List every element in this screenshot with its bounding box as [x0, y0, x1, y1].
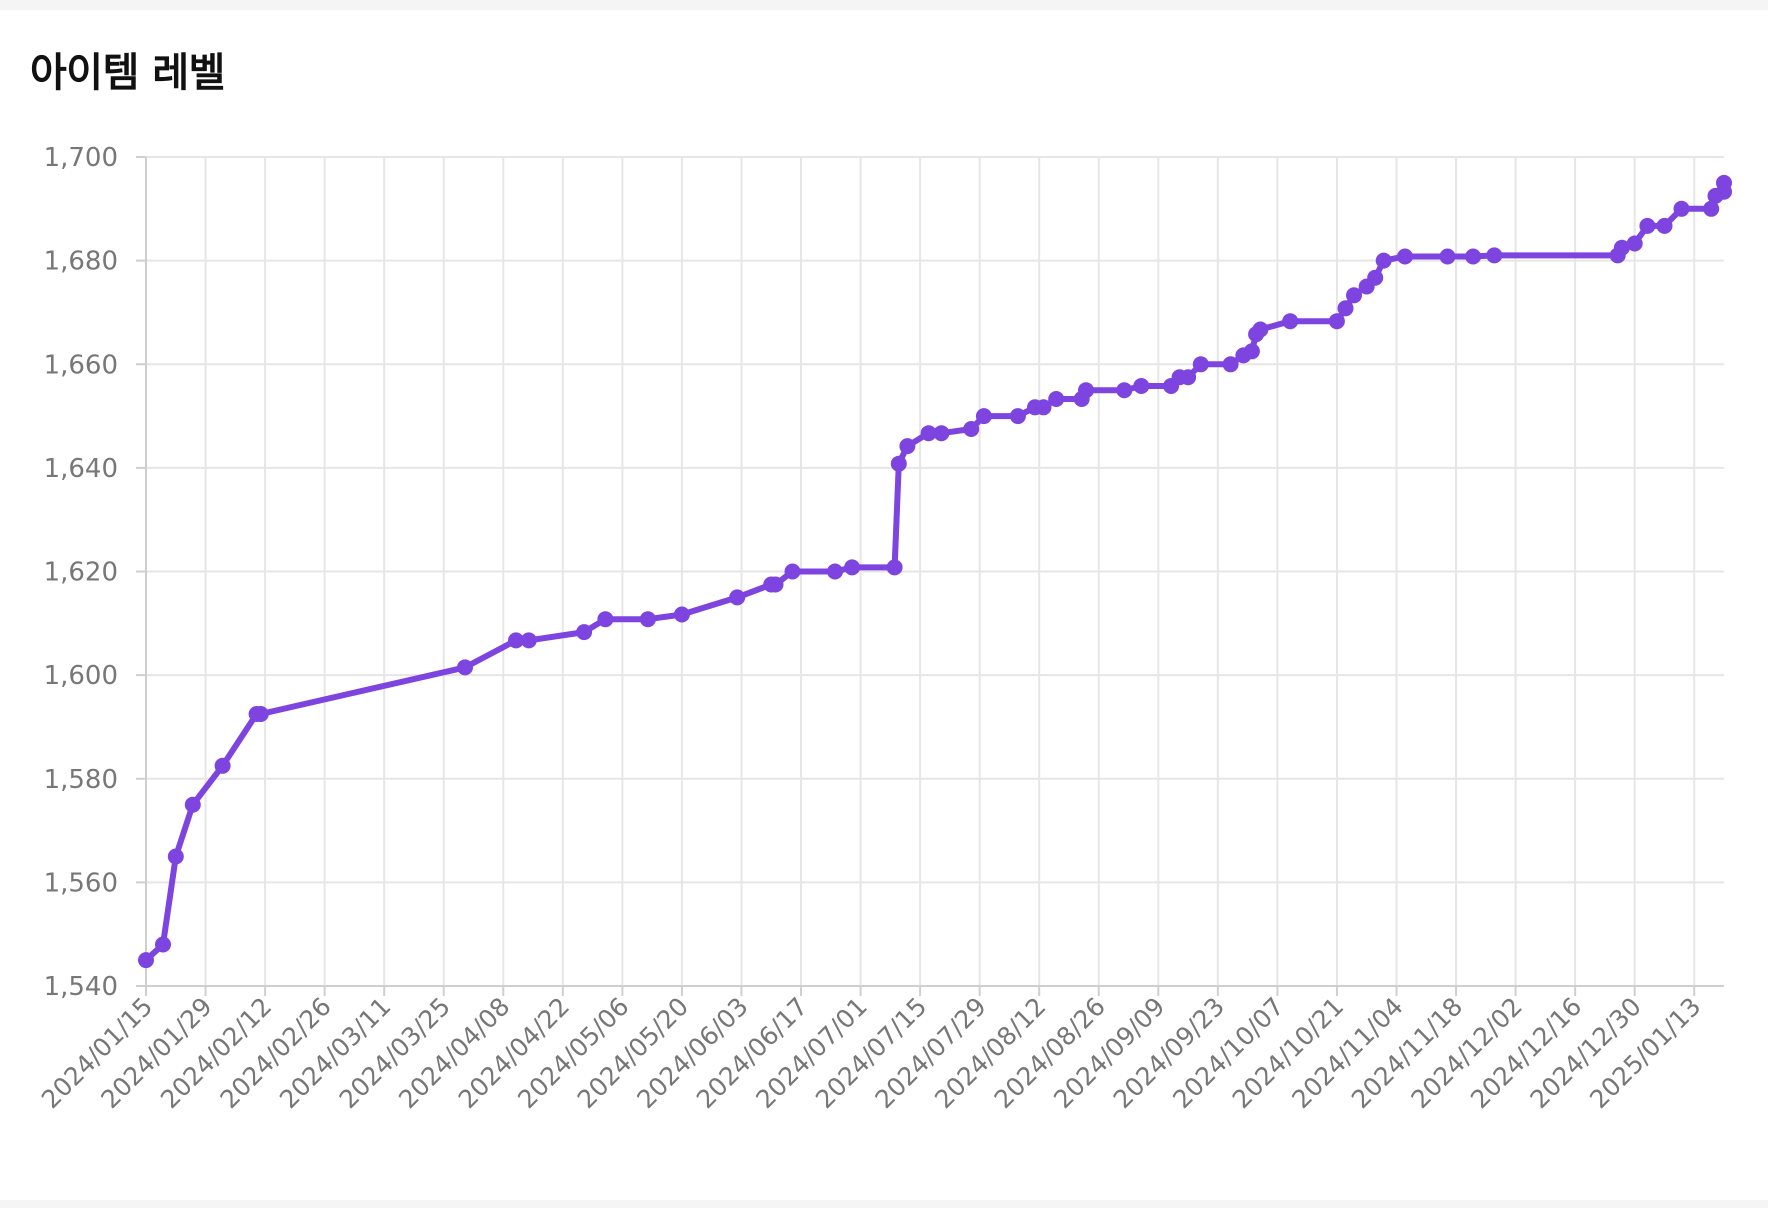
data-point	[729, 589, 746, 606]
data-point	[1716, 174, 1732, 191]
y-tick-label: 1,620	[44, 558, 118, 588]
data-point	[1465, 248, 1482, 265]
x-tick-labels: 2024/01/152024/01/292024/02/122024/02/26…	[36, 992, 1707, 1114]
data-point	[184, 796, 201, 813]
y-tick-label: 1,700	[44, 143, 118, 173]
data-point	[1133, 378, 1150, 394]
data-point	[1439, 248, 1456, 265]
data-point	[1282, 313, 1299, 330]
y-tick-label: 1,640	[44, 454, 118, 484]
data-point	[899, 438, 916, 455]
data-point	[1035, 399, 1052, 416]
data-point	[827, 563, 843, 580]
data-point	[890, 455, 907, 472]
y-tick-labels: 1,540 1,560 1,580 1,600 1,620 1,640 1,660 1,680…	[44, 143, 118, 1002]
data-point	[155, 936, 171, 953]
data-point	[1486, 247, 1503, 264]
data-point	[597, 611, 614, 628]
data-point	[1337, 300, 1354, 317]
data-point	[673, 606, 690, 623]
data-point	[784, 563, 801, 580]
data-point	[1375, 252, 1392, 269]
data-point	[1192, 356, 1209, 373]
data-point	[1222, 356, 1239, 373]
data-point	[1639, 217, 1656, 234]
data-point	[1613, 239, 1630, 256]
data-point	[508, 632, 524, 649]
data-point	[1116, 382, 1133, 399]
data-point	[457, 659, 473, 676]
data-point	[1243, 343, 1260, 360]
y-tick-label: 1,660	[44, 350, 118, 380]
data-point	[933, 425, 950, 442]
data-point	[963, 421, 980, 437]
y-tick-label: 1,600	[44, 661, 118, 691]
y-tick-label: 1,580	[44, 765, 118, 795]
y-gridlines	[146, 156, 1724, 884]
data-point	[1673, 200, 1690, 217]
data-point	[1180, 369, 1197, 386]
data-point	[1703, 200, 1720, 217]
data-point	[844, 559, 861, 576]
y-tick-label: 1,680	[44, 247, 118, 277]
data-point	[576, 624, 593, 641]
data-point	[1397, 248, 1413, 265]
data-point	[167, 848, 184, 865]
data-point	[886, 559, 903, 576]
x-gridlines	[145, 157, 1696, 996]
data-point	[214, 757, 231, 774]
data-point	[1009, 408, 1026, 425]
data-point	[1252, 321, 1269, 338]
data-point	[1048, 391, 1065, 407]
data-point	[975, 408, 992, 425]
data-point	[138, 952, 154, 969]
data-point	[767, 576, 784, 593]
chart-card: 아이템 레벨	[0, 10, 1768, 1200]
data-point	[1346, 287, 1362, 304]
data-point	[1656, 217, 1673, 234]
data-point	[1367, 269, 1384, 286]
axes	[136, 156, 1724, 987]
y-tick-label: 1,560	[44, 868, 118, 898]
data-point	[520, 632, 537, 649]
chart-title: 아이템 레벨	[30, 50, 225, 96]
y-tick-label: 1,540	[44, 972, 118, 1002]
data-point	[920, 425, 937, 442]
data-point	[1078, 382, 1094, 399]
data-point	[1626, 235, 1643, 252]
data-point	[252, 706, 269, 722]
data-point	[1328, 313, 1345, 330]
series-layer	[138, 174, 1732, 969]
data-point	[639, 611, 656, 628]
